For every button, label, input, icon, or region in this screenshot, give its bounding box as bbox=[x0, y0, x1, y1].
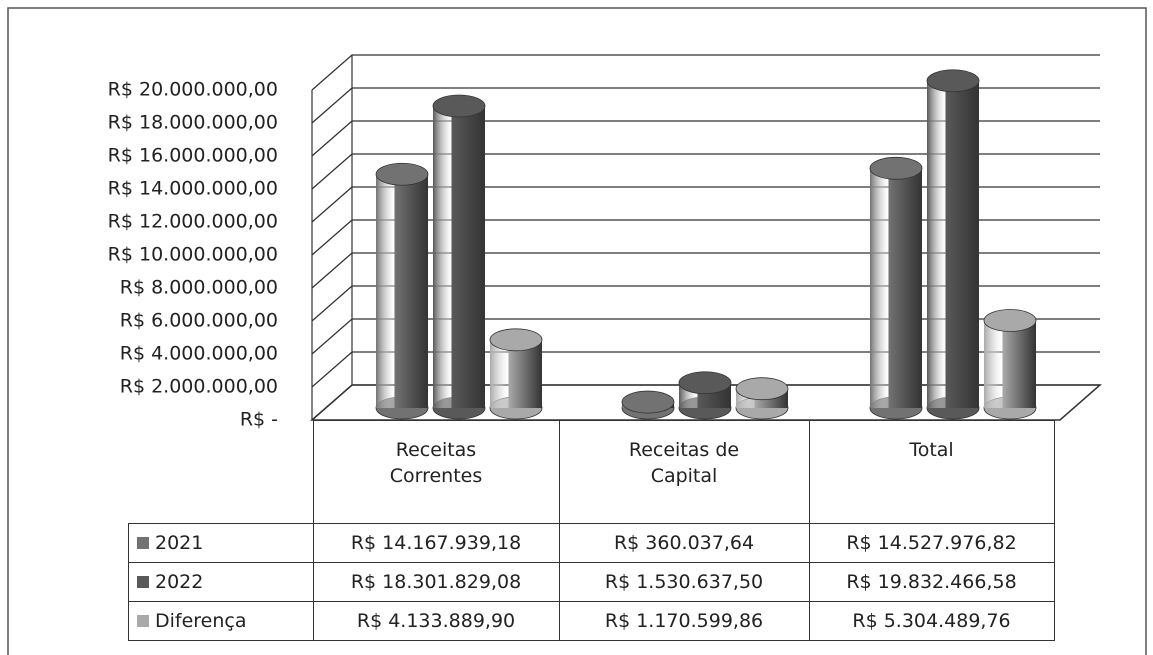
grid-line bbox=[311, 120, 1100, 157]
blank-cell bbox=[129, 421, 314, 524]
grid-line bbox=[311, 318, 1100, 355]
bar-top bbox=[926, 69, 980, 93]
value-cell: R$ 19.832.466,58 bbox=[808, 562, 1055, 602]
y-tick-label: R$ - bbox=[240, 409, 278, 431]
value-cell: R$ 360.037,64 bbox=[558, 523, 810, 563]
grid-line bbox=[311, 384, 1100, 421]
legend-key bbox=[137, 576, 149, 588]
value-cell: R$ 14.167.939,18 bbox=[312, 523, 560, 563]
legend-label: 2022 bbox=[155, 571, 204, 593]
data-table: Receitas Correntes Receitas de Capital Tot… bbox=[128, 420, 1055, 641]
bar bbox=[984, 320, 1036, 408]
y-tick-label: R$ 4.000.000,00 bbox=[120, 343, 278, 365]
series-row: 2022 R$ 18.301.829,08 R$ 1.530.637,50 R$ 19… bbox=[128, 562, 1055, 602]
grid-line bbox=[311, 186, 1100, 223]
legend-cell: 2022 bbox=[128, 562, 314, 602]
bar bbox=[433, 106, 485, 408]
grid-line bbox=[311, 87, 1100, 124]
y-tick-label: R$ 10.000.000,00 bbox=[108, 244, 278, 266]
bar-top bbox=[621, 390, 675, 414]
bar-top bbox=[432, 94, 486, 118]
value-cell: R$ 14.527.976,82 bbox=[808, 523, 1055, 563]
bar-top bbox=[869, 156, 923, 180]
y-tick-label: R$ 16.000.000,00 bbox=[108, 145, 278, 167]
y-tick-label: R$ 18.000.000,00 bbox=[108, 112, 278, 134]
value-cell: R$ 1.530.637,50 bbox=[558, 562, 810, 602]
value-cell: R$ 4.133.889,90 bbox=[312, 601, 560, 641]
legend-key bbox=[137, 537, 149, 549]
bar bbox=[870, 168, 922, 408]
legend-cell: 2021 bbox=[128, 523, 314, 563]
header-row: Receitas Correntes Receitas de Capital Tot… bbox=[129, 420, 1055, 524]
grid-line bbox=[311, 219, 1100, 256]
category-label: Receitas de Capital bbox=[628, 439, 740, 487]
category-cell: Receitas Correntes bbox=[312, 420, 560, 524]
legend-cell: Diferença bbox=[128, 601, 314, 641]
grid-line bbox=[311, 252, 1100, 289]
legend-key bbox=[137, 615, 149, 627]
value-cell: R$ 1.170.599,86 bbox=[558, 601, 810, 641]
series-row: 2021 R$ 14.167.939,18 R$ 360.037,64 R$ 14.5… bbox=[128, 523, 1055, 563]
legend-label: 2021 bbox=[155, 532, 204, 554]
y-tick-label: R$ 2.000.000,00 bbox=[120, 376, 278, 398]
bar-top bbox=[489, 328, 543, 352]
category-cell: Total bbox=[808, 420, 1055, 524]
grid-line bbox=[311, 351, 1100, 388]
grid-line bbox=[311, 285, 1100, 322]
y-tick-label: R$ 6.000.000,00 bbox=[120, 310, 278, 332]
bar-top bbox=[375, 162, 429, 186]
bar bbox=[927, 80, 979, 408]
legend-label: Diferença bbox=[155, 610, 247, 632]
bar-top bbox=[735, 377, 789, 401]
grid-line bbox=[311, 153, 1100, 190]
bar-top bbox=[983, 309, 1037, 332]
category-cell: Receitas de Capital bbox=[558, 420, 810, 524]
category-label: Total bbox=[909, 439, 954, 461]
category-label: Receitas Correntes bbox=[389, 439, 483, 487]
frame bbox=[7, 7, 1147, 655]
y-tick-label: R$ 20.000.000,00 bbox=[108, 79, 278, 101]
y-tick-label: R$ 12.000.000,00 bbox=[108, 211, 278, 233]
bar-top bbox=[678, 371, 732, 395]
y-tick-label: R$ 14.000.000,00 bbox=[108, 178, 278, 200]
value-cell: R$ 5.304.489,76 bbox=[808, 601, 1055, 641]
bar bbox=[376, 174, 428, 408]
grid-line bbox=[311, 54, 1100, 91]
series-row: Diferença R$ 4.133.889,90 R$ 1.170.599,86 R… bbox=[128, 601, 1055, 641]
value-cell: R$ 18.301.829,08 bbox=[312, 562, 560, 602]
y-tick-label: R$ 8.000.000,00 bbox=[120, 277, 278, 299]
